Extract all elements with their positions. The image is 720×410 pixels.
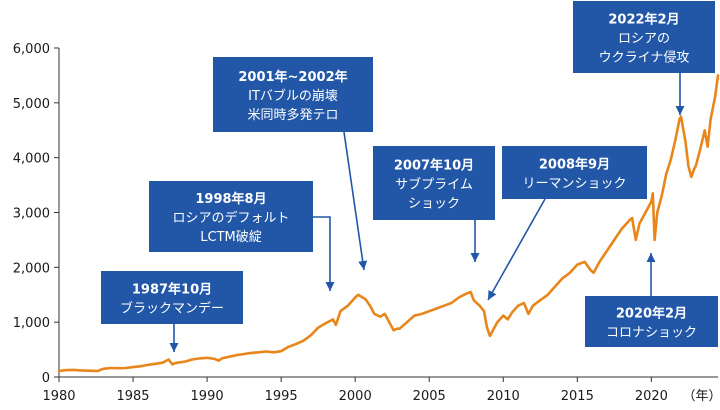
y-tick-label: 1,000 bbox=[13, 316, 50, 331]
y-tick-label: 3,000 bbox=[13, 207, 50, 222]
annotation-line: ロシアのデフォルト bbox=[172, 210, 289, 226]
annotation-line: 米同時多発テロ bbox=[247, 107, 338, 123]
x-tick-label: 2015 bbox=[561, 389, 594, 404]
x-tick-label: 2010 bbox=[487, 389, 520, 404]
annotation-box bbox=[573, 1, 715, 73]
annotation-line: ロシアの bbox=[618, 32, 670, 47]
annotation-box bbox=[213, 57, 373, 132]
x-tick-label: 2000 bbox=[339, 389, 372, 404]
annotation-arrowhead bbox=[675, 106, 685, 115]
y-tick-label: 2,000 bbox=[13, 261, 50, 276]
annotation-arrowhead bbox=[488, 289, 497, 300]
x-tick-label: 2020 bbox=[635, 389, 668, 404]
annotation-arrow-line bbox=[313, 216, 331, 291]
annotation-title: 2008年9月 bbox=[539, 157, 610, 173]
annotation-arrowhead bbox=[470, 253, 480, 262]
annotation-title: 1998年8月 bbox=[195, 191, 266, 207]
y-tick-label: 5,000 bbox=[13, 97, 50, 112]
y-tick-label: 0 bbox=[42, 371, 50, 386]
annotation-line: サブプライム bbox=[395, 177, 473, 193]
annotation-arrowhead bbox=[358, 260, 368, 270]
series-line bbox=[57, 74, 720, 373]
annotation-title: 2007年10月 bbox=[394, 158, 474, 174]
x-tick-label: 1995 bbox=[265, 389, 298, 404]
annotation-line: ショック bbox=[408, 197, 460, 212]
annotation-title: 2022年2月 bbox=[608, 12, 679, 28]
annotation-arrowhead bbox=[169, 343, 179, 352]
annotation-line: ブラックマンデー bbox=[120, 301, 224, 317]
annotation-arrowhead bbox=[646, 253, 656, 262]
x-axis-unit: （年） bbox=[682, 389, 720, 404]
annotation-line: コロナショック bbox=[606, 326, 697, 341]
annotation-box bbox=[149, 181, 313, 252]
annotation-box bbox=[502, 146, 647, 199]
x-tick-label: 1990 bbox=[191, 389, 224, 404]
annotation-box bbox=[373, 146, 495, 220]
annotation-arrow-line bbox=[343, 131, 365, 271]
annotation-line: リーマンショック bbox=[522, 177, 626, 192]
annotation-title: 2001年~2002年 bbox=[238, 69, 347, 85]
annotation-arrowhead bbox=[325, 282, 335, 291]
annotation-line: ウクライナ侵攻 bbox=[599, 50, 690, 66]
axes: 0 1,000 2,000 3,000 4,000 5,000 6,000 1980 1985 1… bbox=[13, 42, 720, 404]
annotation-arrow-line bbox=[487, 198, 546, 301]
annotation-title: 2020年2月 bbox=[616, 306, 687, 322]
annotation-title: 1987年10月 bbox=[132, 282, 212, 298]
series bbox=[57, 74, 720, 373]
annotation-line: LCTM破綻 bbox=[200, 230, 261, 245]
y-tick-label: 6,000 bbox=[13, 42, 50, 57]
annotations: 1987年10月ブラックマンデー1998年8月ロシアのデフォルトLCTM破綻20… bbox=[101, 1, 718, 352]
annotation-box bbox=[101, 271, 243, 324]
x-tick-label: 1980 bbox=[42, 389, 75, 404]
x-tick-label: 2005 bbox=[413, 389, 446, 404]
y-tick-label: 4,000 bbox=[13, 152, 50, 167]
annotation-box bbox=[585, 296, 718, 347]
x-tick-label: 1985 bbox=[116, 389, 149, 404]
annotation-line: ITバブルの崩壊 bbox=[248, 88, 338, 104]
